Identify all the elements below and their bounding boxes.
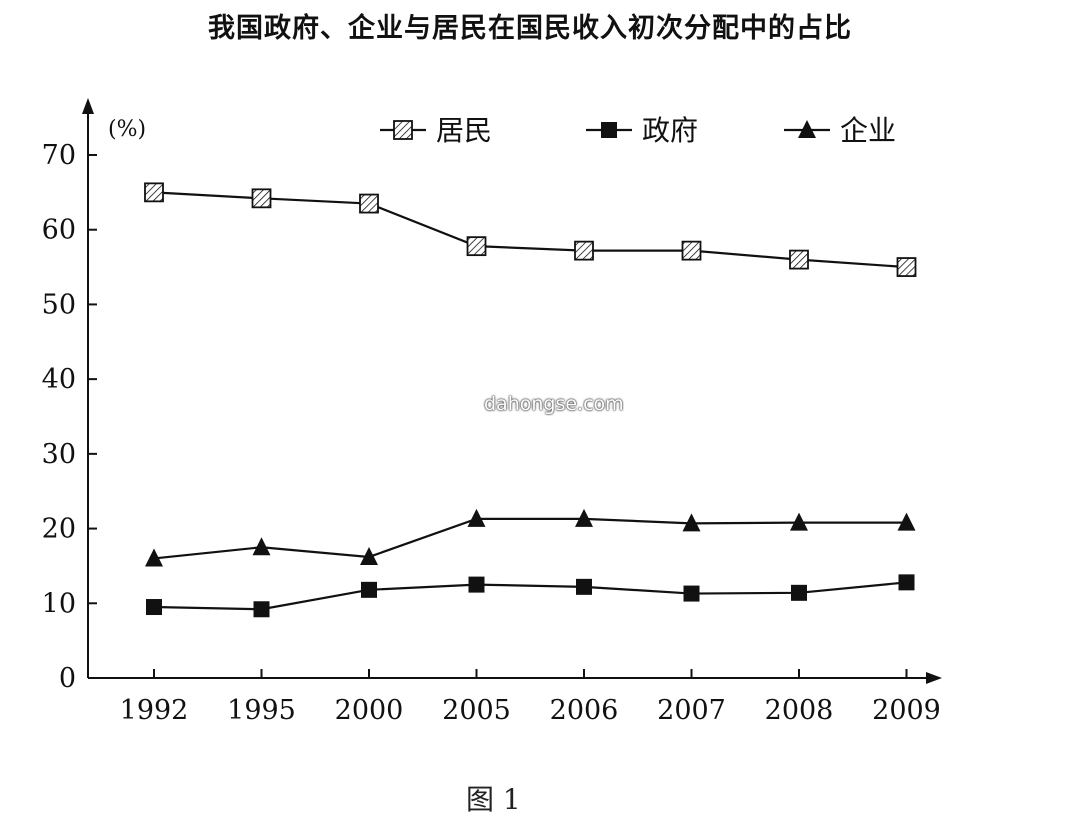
y-axis-unit-label: (%) (108, 117, 146, 142)
data-point (574, 240, 594, 261)
data-point (146, 599, 162, 616)
y-tick-label: 60 (42, 215, 76, 246)
y-tick-label: 0 (59, 663, 76, 694)
data-point (576, 578, 592, 595)
data-point (682, 513, 701, 532)
x-axis-arrow (926, 672, 942, 684)
y-axis-arrow (82, 98, 94, 114)
legend-marker (798, 120, 816, 138)
chart-title: 我国政府、企业与居民在国民收入初次分配中的占比 (208, 13, 852, 44)
y-tick-label: 10 (42, 588, 76, 619)
figure-caption: 图 1 (466, 783, 521, 816)
data-point (361, 581, 377, 598)
data-point (898, 574, 915, 591)
y-tick-label: 70 (42, 140, 76, 171)
x-tick-label: 2008 (765, 695, 834, 726)
series-group (144, 182, 917, 618)
data-point (145, 548, 163, 567)
x-tick-label: 1995 (227, 695, 296, 726)
data-point (467, 508, 486, 527)
y-tick-label: 40 (42, 364, 76, 395)
legend-item-0: 居民 (380, 114, 492, 147)
data-point (359, 193, 379, 214)
data-point (468, 576, 485, 593)
x-tick-label: 1992 (120, 695, 189, 726)
series-line (153, 517, 907, 560)
data-point (681, 240, 702, 261)
data-point (252, 537, 271, 556)
data-point (466, 236, 487, 257)
y-tick-label: 50 (42, 289, 76, 320)
x-tick-label: 2000 (335, 695, 404, 726)
legend-marker (393, 120, 413, 140)
data-point (791, 584, 807, 601)
data-point (683, 585, 700, 602)
watermark: dahongse.com (484, 393, 624, 415)
line-chart: 0 10 20 30 40 50 60 70 (%) 1992 1995 2000 2005 2006 20… (42, 98, 942, 726)
data-point (360, 546, 378, 565)
legend-label: 居民 (436, 114, 492, 147)
data-point (144, 182, 164, 203)
legend-item-2: 企业 (784, 114, 896, 147)
y-tick-label: 20 (42, 514, 76, 545)
data-point (790, 512, 808, 531)
legend: 居民 政府 企业 (380, 114, 896, 147)
series-1 (146, 574, 915, 618)
legend-label: 政府 (642, 114, 698, 147)
axes: 0 10 20 30 40 50 60 70 (%) 1992 1995 2000 2005 2006 20… (42, 98, 942, 726)
x-tick-label: 2006 (550, 695, 619, 726)
legend-marker (601, 122, 617, 138)
data-point (575, 508, 593, 527)
series-2 (145, 508, 916, 567)
y-tick-label: 30 (42, 439, 76, 470)
series-line (153, 581, 907, 611)
x-tick-label: 2009 (872, 695, 941, 726)
series-line (153, 191, 907, 269)
data-point (253, 601, 270, 618)
x-tick-label: 2007 (657, 695, 726, 726)
legend-item-1: 政府 (586, 114, 698, 147)
data-point (896, 257, 917, 277)
data-point (897, 512, 916, 531)
legend-label: 企业 (840, 114, 896, 147)
x-tick-label: 2005 (442, 695, 511, 726)
series-0 (144, 182, 917, 277)
data-point (251, 188, 272, 209)
data-point (789, 249, 809, 270)
